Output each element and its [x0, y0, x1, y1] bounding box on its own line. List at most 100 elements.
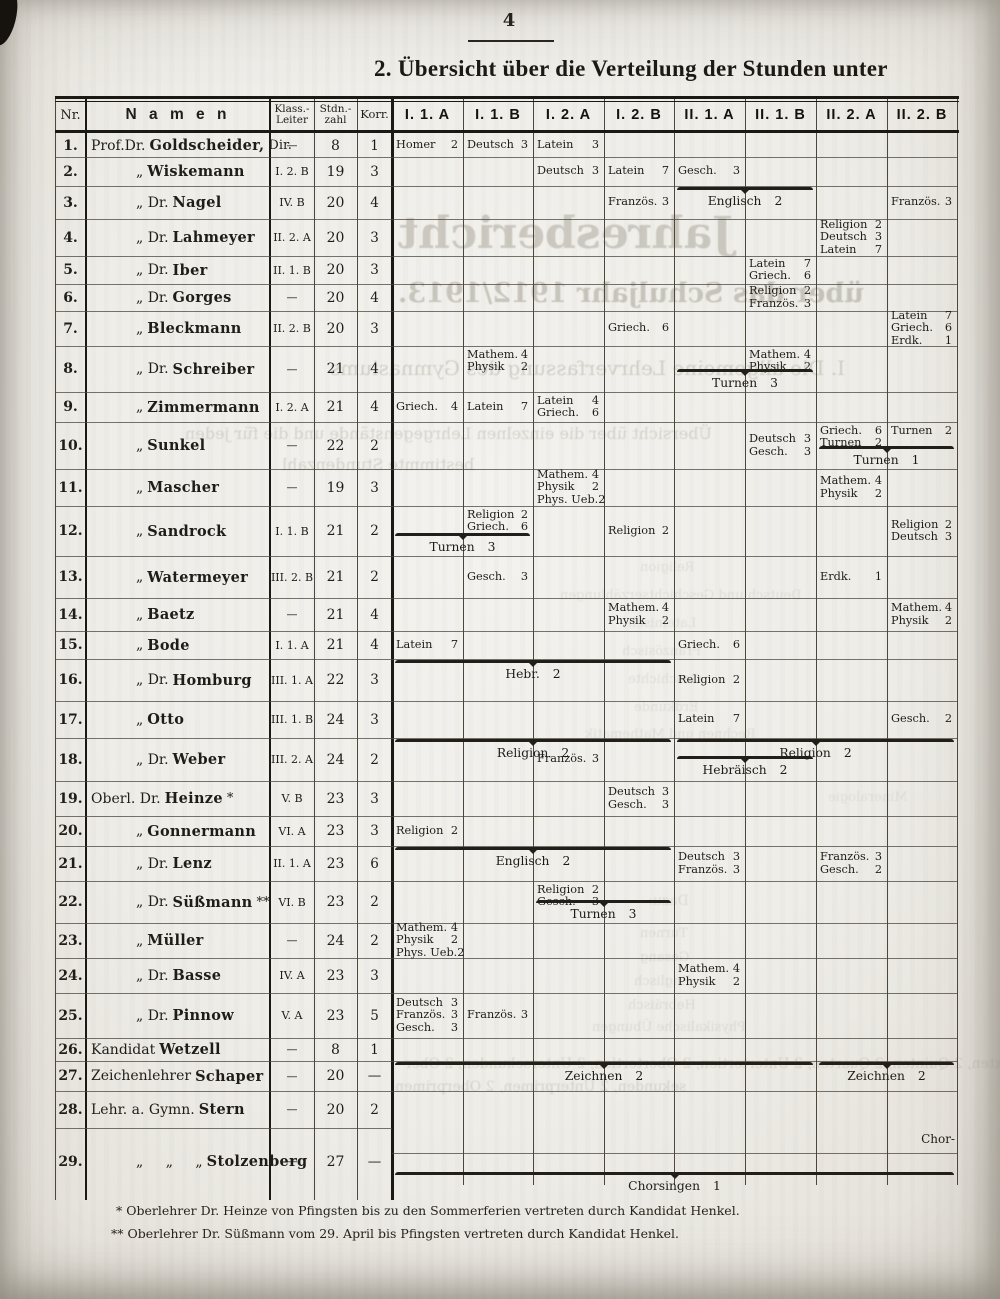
subject-hours: 3: [803, 432, 811, 446]
grid-line: [55, 1061, 957, 1062]
subject-name: Deutsch: [678, 850, 725, 864]
teacher-name-prefix: „ Dr.: [136, 855, 169, 872]
column-header-class-I-1-A: I. 1. A: [392, 100, 463, 130]
subject-name: Gesch.: [396, 1020, 435, 1034]
subject-hours: 3: [661, 195, 669, 209]
column-header-korrekturen-label: Korr.: [360, 107, 389, 122]
teacher-surname: Nagel: [172, 194, 222, 211]
class-leader: IV. A: [279, 969, 305, 982]
subject-line: Physik 2: [888, 613, 956, 627]
grid-line: [462, 96, 464, 1185]
subject-cell: Gesch. 3: [464, 557, 532, 597]
subject-name: Mathem.: [396, 921, 448, 935]
subject-name: Französ.: [749, 296, 799, 310]
subject-cell: Deutsch 3 Gesch. 3: [605, 782, 673, 815]
subject-hours: 2: [874, 862, 882, 876]
subject-name: Physik: [820, 486, 858, 500]
subject-hours: 2: [944, 613, 952, 627]
subject-hours: 3: [732, 164, 740, 178]
teacher-name: Prof.Dr. Goldscheider, Dir.: [86, 134, 292, 157]
teacher-surname: Schaper: [195, 1067, 264, 1085]
teacher-surname: Wetzell: [159, 1041, 221, 1058]
footnote-heinze: * Oberlehrer Dr. Heinze von Pfingsten bi…: [116, 1203, 740, 1218]
weekly-hours: 21: [326, 523, 345, 539]
subject-line: Gesch. 3: [464, 570, 532, 583]
teacher-name-prefix: „ Dr.: [136, 262, 169, 278]
teacher-name-prefix: „: [136, 479, 144, 496]
row-number: 2.: [63, 163, 78, 180]
row-number: 15.: [58, 637, 83, 653]
weekly-hours: 20: [326, 194, 345, 211]
subject-line: Deutsch 3: [534, 165, 603, 177]
corrections: 3: [370, 672, 379, 688]
grid-line: [55, 186, 957, 187]
row-number: 23.: [58, 932, 83, 949]
teacher-surname: Schreiber: [172, 360, 255, 378]
row-number: 17.: [58, 711, 83, 728]
subject-line: Französ. 3: [534, 753, 603, 765]
subject-span-label: Hebr. 2: [395, 667, 671, 681]
weekly-hours: 19: [326, 479, 345, 496]
subject-hours: 2: [591, 480, 599, 494]
teacher-name-prefix: Oberl. Dr.: [91, 790, 161, 807]
subject-hours: 7: [661, 164, 669, 178]
grid-line: [603, 96, 605, 1185]
subject-hours: 4: [732, 962, 740, 976]
subject-span-brace: [395, 1062, 813, 1071]
subject-name: Erdk.: [891, 333, 923, 347]
teacher-name-prefix: Lehr. a. Gymn.: [91, 1101, 195, 1118]
class-leader: —: [286, 1069, 298, 1083]
subject-cell: Französ. 3: [605, 187, 673, 218]
subject-name: Griech.: [678, 637, 720, 651]
subject-name: Französ.: [608, 195, 658, 209]
subject-cell: Religion 2 Französ. 3: [746, 285, 815, 310]
subject-cell: Mathem. 4 Physik 2: [746, 347, 815, 393]
grid-line: [55, 506, 957, 507]
class-column-label: II. 2. B: [896, 107, 948, 123]
weekly-hours: 23: [326, 894, 345, 910]
subject-cell: Deutsch 3 Französ. 3: [675, 847, 744, 880]
row-number: 6.: [63, 289, 78, 306]
teacher-name-prefix: „: [136, 606, 144, 623]
weekly-hours: 20: [326, 1101, 345, 1118]
subject-name: Griech.: [608, 321, 650, 335]
teacher-name-prefix: „ „ „: [136, 1153, 203, 1170]
class-leader: II. 1. A: [273, 857, 311, 870]
subject-name: Religion: [467, 508, 515, 521]
weekly-hours: 21: [326, 637, 345, 653]
teacher-name-prefix: „: [136, 399, 144, 415]
subject-name: Mathem.: [820, 474, 872, 488]
subject-line: Erdk. 1: [888, 333, 956, 347]
class-leader: —: [286, 1043, 298, 1056]
subject-name: Deutsch: [396, 996, 443, 1010]
subject-name: Mathem.: [891, 601, 943, 615]
teacher-name-prefix: „: [136, 320, 144, 337]
teacher-surname: Bleckmann: [147, 320, 242, 337]
grid-line: [55, 284, 957, 285]
subject-name: Phys. Ueb.: [396, 945, 458, 959]
subject-line: Latein 3: [534, 139, 603, 151]
column-header-stundenzahl-label: Stdn.- zahl: [319, 102, 352, 126]
class-leader: II. 1. B: [273, 263, 311, 277]
subject-hours: 3: [732, 862, 740, 876]
subject-hours: 2: [732, 974, 740, 988]
teacher-name: „ Dr. Basse: [86, 958, 270, 993]
subject-line: Griech. 6: [746, 269, 815, 282]
subject-line: Gesch. 2: [817, 862, 886, 876]
class-leader: III. 1. A: [271, 673, 313, 687]
subject-hours: 3: [520, 138, 528, 152]
corrections: 2: [370, 751, 379, 768]
teacher-name: „ Mascher: [86, 469, 270, 506]
row-number: 4.: [63, 229, 78, 246]
teacher-surname: Heinze: [164, 790, 223, 807]
teacher-name: „ Dr. Homburg: [86, 659, 270, 701]
subject-hours: 4: [520, 348, 528, 361]
teacher-name-prefix: „ Dr.: [136, 289, 169, 306]
grid-line: [55, 392, 957, 393]
teacher-surname: Wiskemann: [147, 163, 245, 180]
class-column-label: I. 1. B: [475, 107, 521, 123]
subject-cell: Erdk. 1: [817, 557, 886, 597]
teacher-surname: Lenz: [172, 855, 212, 872]
grid-line: [55, 846, 957, 847]
